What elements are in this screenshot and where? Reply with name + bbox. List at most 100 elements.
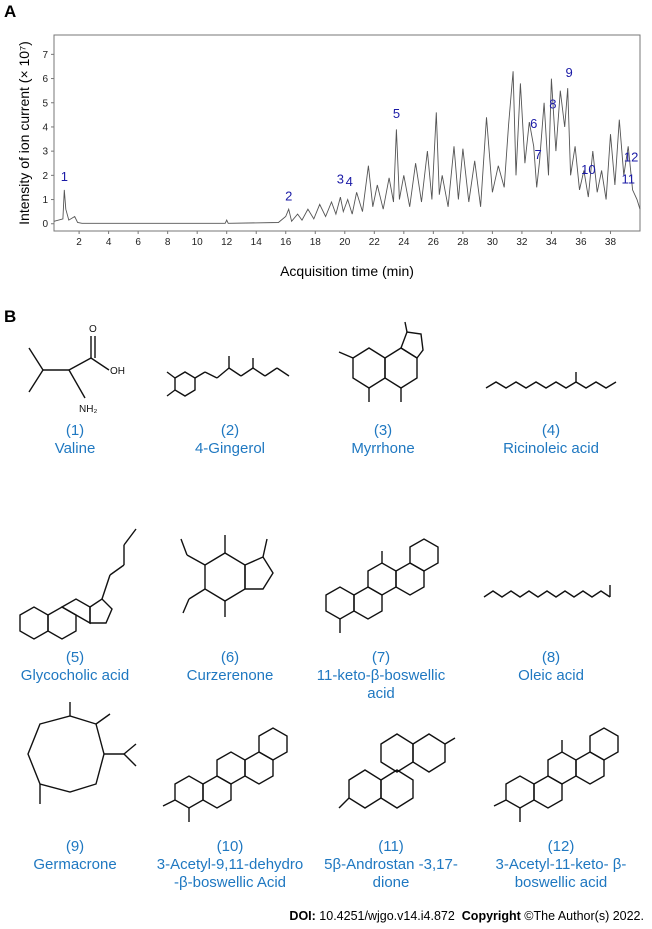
compound-number: (10)	[216, 838, 244, 855]
panel-label-a: A	[4, 2, 17, 21]
peak-label-4: 4	[346, 174, 353, 189]
x-axis-title: Acquisition time (min)	[280, 263, 414, 279]
compound-gingerol: (2) 4-Gingerol	[155, 318, 305, 458]
compound-name: 3-Acetyl-11-keto- β-boswellic acid	[495, 856, 627, 891]
peak-label-11: 11	[621, 171, 635, 186]
doi-label: DOI:	[289, 909, 316, 923]
x-tick-label: 32	[516, 237, 528, 248]
compound-name: Curzerenone	[186, 667, 274, 684]
y-axis-ticks: 0 1 2 3 4 5 6 7	[42, 50, 54, 230]
myrrhone-structure	[338, 321, 424, 402]
peak-label-2: 2	[285, 188, 292, 203]
panel-label-b: B	[4, 307, 17, 326]
compound-glycocholic: (5) Glycocholic acid	[0, 505, 150, 685]
y-axis-title: Intensity of ion current (× 10⁷)	[16, 41, 32, 225]
compound-name: 3-Acetyl-9,11-dehydro -β-boswellic Acid	[156, 856, 304, 891]
peak-label-3: 3	[337, 171, 344, 186]
androstandione-structure	[338, 733, 456, 809]
y-tick-label: 5	[42, 98, 48, 109]
compound-kba: (7) 11-keto-β-boswellic acid	[306, 505, 456, 703]
peak-label-10: 10	[581, 162, 595, 177]
x-tick-label: 18	[310, 237, 322, 248]
x-tick-label: 12	[221, 237, 233, 248]
ricinoleic-structure	[485, 372, 617, 389]
compound-number: (8)	[541, 649, 561, 666]
valine-oh-label: OH	[110, 366, 125, 377]
x-tick-label: 22	[369, 237, 381, 248]
compound-number: (2)	[220, 422, 240, 439]
compound-number: (4)	[541, 422, 561, 439]
compound-number: (7)	[371, 649, 391, 666]
compound-number: (5)	[65, 649, 85, 666]
kba-structure	[325, 538, 439, 633]
chromatogram-trace	[53, 71, 641, 224]
compound-number: (11)	[378, 838, 404, 855]
compound-name: Myrrhone	[351, 440, 415, 457]
peak-label-5: 5	[393, 106, 400, 121]
compound-androstandione: (11) 5β-Androstan -3,17-dione	[316, 694, 466, 892]
compound-name: Valine	[54, 440, 96, 457]
compound-number: (3)	[373, 422, 393, 439]
x-tick-label: 28	[457, 237, 469, 248]
akba-structure	[493, 727, 619, 822]
chromatogram-chart: 2 4 6 8 10 12 14 16 18 20 22 24 26 28 30 32 34 36 38 01234…	[16, 34, 641, 279]
x-tick-label: 16	[280, 237, 292, 248]
x-tick-label: 2	[76, 237, 82, 248]
compound-number: (9)	[65, 838, 85, 855]
peak-label-8: 8	[549, 96, 556, 111]
x-tick-label: 6	[135, 237, 141, 248]
copyright-label: Copyright	[461, 909, 521, 923]
compound-number: (6)	[220, 649, 240, 666]
oleic-structure	[483, 585, 611, 598]
glycocholic-structure	[19, 528, 137, 640]
compound-germacrone: (9) Germacrone	[0, 694, 150, 874]
peak-label-12: 12	[624, 150, 638, 165]
peak-label-7: 7	[535, 147, 542, 162]
x-tick-label: 34	[546, 237, 558, 248]
compound-name: Glycocholic acid	[20, 667, 130, 684]
compound-oleic: (8) Oleic acid	[476, 505, 626, 685]
compound-name: Oleic acid	[518, 667, 584, 684]
y-tick-label: 7	[42, 50, 48, 61]
compound-adba: (10) 3-Acetyl-9,11-dehydro -β-boswellic …	[155, 694, 305, 892]
compound-number: (12)	[547, 838, 575, 855]
x-tick-label: 36	[575, 237, 587, 248]
y-tick-label: 3	[42, 147, 48, 158]
footer: DOI: 10.4251/wjgo.v14.i4.872 Copyright ©…	[289, 909, 644, 923]
doi-value: 10.4251/wjgo.v14.i4.872	[319, 909, 455, 923]
germacrone-structure	[27, 702, 137, 804]
x-axis-ticks: 2 4 6 8 10 12 14 16 18 20 22 24 26 28 30 32 34 36 38	[76, 231, 616, 248]
x-tick-label: 14	[251, 237, 263, 248]
compound-akba: (12) 3-Acetyl-11-keto- β-boswellic acid	[486, 694, 636, 892]
x-tick-label: 24	[398, 237, 410, 248]
y-tick-label: 2	[42, 171, 48, 182]
compound-number: (1)	[65, 422, 85, 439]
curzerenone-structure	[180, 535, 274, 617]
x-tick-label: 8	[165, 237, 171, 248]
x-tick-label: 30	[487, 237, 499, 248]
x-tick-label: 38	[605, 237, 617, 248]
compound-name: 4-Gingerol	[194, 440, 266, 457]
compound-name: 5β-Androstan -3,17-dione	[324, 856, 458, 891]
y-tick-label: 0	[42, 219, 48, 230]
x-tick-label: 10	[192, 237, 204, 248]
x-tick-label: 4	[106, 237, 112, 248]
peak-label-9: 9	[566, 65, 573, 80]
compound-name: 11-keto-β-boswellic acid	[316, 667, 446, 702]
compound-ricinoleic: (4) Ricinoleic acid	[476, 318, 626, 458]
peak-label-1: 1	[61, 169, 68, 184]
compound-valine: OH O NH₂ (1) Valine	[0, 318, 150, 458]
copyright-value: ©The Author(s) 2022.	[524, 909, 644, 923]
compound-myrrhone: (3) Myrrhone	[308, 318, 458, 458]
valine-o-label: O	[89, 324, 97, 335]
x-tick-label: 26	[428, 237, 440, 248]
y-tick-label: 4	[42, 122, 48, 133]
x-tick-label: 20	[339, 237, 351, 248]
y-tick-label: 6	[42, 74, 48, 85]
valine-structure: OH O NH₂	[28, 324, 125, 415]
compound-curzerenone: (6) Curzerenone	[155, 505, 305, 685]
y-tick-label: 1	[42, 195, 48, 206]
plot-frame	[53, 34, 641, 232]
compound-name: Ricinoleic acid	[503, 440, 599, 457]
